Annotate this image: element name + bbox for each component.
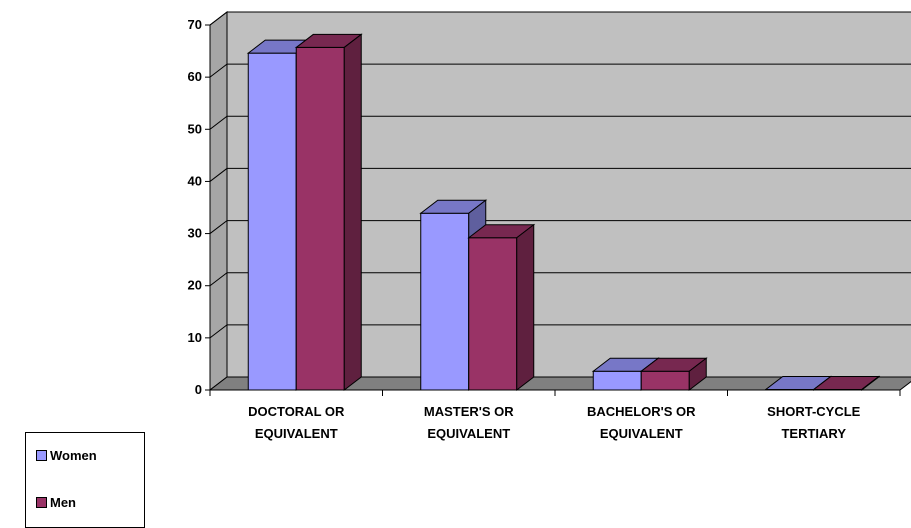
bar-side bbox=[516, 223, 535, 392]
bar-men bbox=[294, 33, 363, 392]
x-category-label: EQUIVALENT bbox=[255, 426, 338, 441]
y-tick-label: 0 bbox=[195, 382, 202, 397]
gridlines bbox=[209, 11, 911, 339]
x-category-label: EQUIVALENT bbox=[427, 426, 510, 441]
legend: Women Men bbox=[25, 432, 145, 528]
x-category-label: TERTIARY bbox=[781, 426, 846, 441]
bar-front bbox=[247, 52, 297, 391]
bar-side bbox=[343, 33, 362, 392]
bar-front bbox=[295, 46, 345, 391]
legend-item-men: Men bbox=[36, 495, 76, 510]
y-axis: 0 10 20 30 40 50 60 70 bbox=[188, 17, 211, 397]
x-category-label: MASTER'S OR bbox=[424, 404, 514, 419]
gridline bbox=[209, 272, 911, 287]
x-category-label: BACHELOR'S OR bbox=[587, 404, 696, 419]
y-tick-label: 10 bbox=[188, 330, 202, 345]
legend-item-women: Women bbox=[36, 448, 97, 463]
y-tick-label: 70 bbox=[188, 17, 202, 32]
legend-swatch-women bbox=[36, 450, 47, 461]
bar-side bbox=[688, 357, 707, 392]
x-category-label: SHORT-CYCLE bbox=[767, 404, 861, 419]
side-wall bbox=[209, 10, 228, 392]
bar-front bbox=[468, 237, 518, 391]
bar-side bbox=[861, 375, 880, 392]
gridline bbox=[209, 220, 911, 234]
x-category-label: EQUIVALENT bbox=[600, 426, 683, 441]
gridline bbox=[209, 63, 911, 78]
y-tick-label: 30 bbox=[188, 226, 202, 241]
x-category-label: DOCTORAL OR bbox=[248, 404, 345, 419]
gridline bbox=[209, 115, 911, 130]
y-tick-label: 50 bbox=[188, 121, 202, 136]
y-tick-label: 40 bbox=[188, 173, 202, 188]
bar-front bbox=[640, 370, 690, 391]
x-axis: DOCTORAL OR EQUIVALENT MASTER'S OR EQUIVALE… bbox=[209, 389, 901, 441]
y-tick-label: 60 bbox=[188, 69, 202, 84]
bar-men bbox=[812, 375, 881, 392]
bar-front bbox=[592, 370, 642, 391]
bar-front bbox=[420, 212, 470, 391]
bar-men bbox=[467, 223, 536, 392]
legend-label-women: Women bbox=[50, 448, 97, 463]
bars bbox=[246, 33, 881, 392]
legend-swatch-men bbox=[36, 497, 47, 508]
bar-men bbox=[639, 357, 708, 392]
gridline bbox=[209, 167, 911, 182]
gridline bbox=[209, 324, 911, 339]
gridline bbox=[209, 11, 911, 26]
legend-label-men: Men bbox=[50, 495, 76, 510]
y-tick-label: 20 bbox=[188, 278, 202, 293]
